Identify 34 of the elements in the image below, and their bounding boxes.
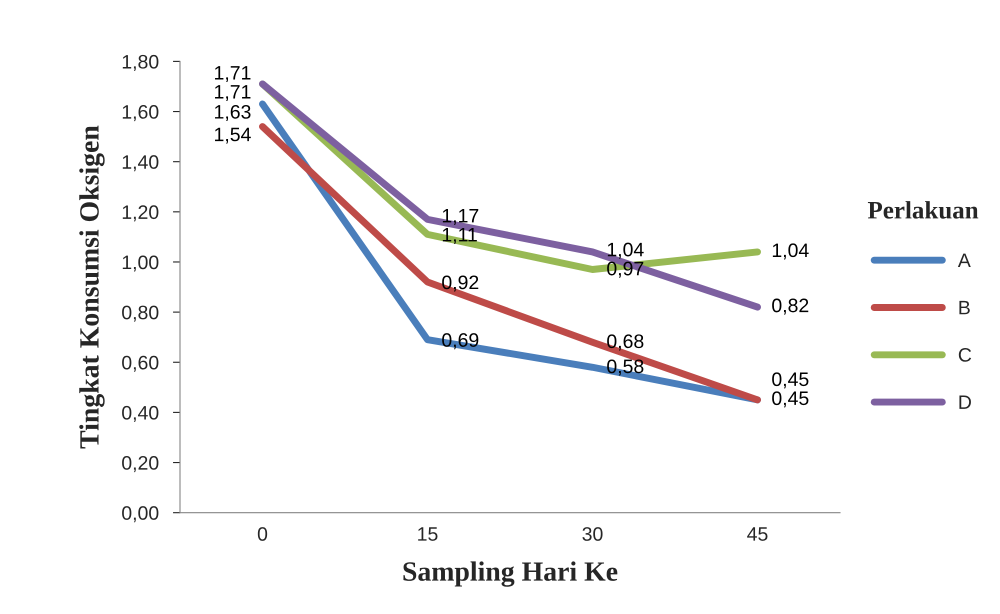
y-tick-label: 0,00 — [122, 506, 158, 522]
data-label: 0,97 — [607, 262, 644, 278]
data-label: 1,54 — [215, 128, 251, 144]
data-label: 0,45 — [772, 372, 808, 388]
x-tick-label: 45 — [747, 527, 768, 541]
legend-label: C — [958, 348, 972, 362]
y-tick-label: 0,80 — [122, 306, 158, 322]
x-tick-label: 30 — [582, 527, 603, 541]
y-tick-label: 0,20 — [122, 456, 158, 472]
data-label: 1,17 — [442, 209, 478, 225]
y-axis-title: Tingkat Konsumsi Oksigen — [79, 126, 105, 448]
data-label: 1,04 — [608, 242, 644, 259]
data-label: 1,71 — [215, 66, 250, 82]
x-tick-label: 15 — [418, 527, 438, 541]
data-label: 0,82 — [772, 298, 808, 315]
data-label: 0,45 — [772, 391, 808, 408]
x-axis-title: Sampling Hari Ke — [403, 561, 618, 587]
x-tick-label: 0 — [258, 527, 268, 541]
legend-label: B — [959, 300, 970, 314]
data-label: 1,63 — [215, 104, 251, 122]
legend-label: D — [959, 396, 971, 409]
y-tick-label: 1,00 — [122, 255, 158, 272]
data-label: 1,71 — [215, 85, 250, 101]
y-tick-label: 1,80 — [122, 54, 158, 71]
data-label: 0,68 — [607, 334, 644, 350]
legend-label: A — [958, 254, 971, 268]
y-tick-label: 0,60 — [122, 356, 158, 372]
data-label: 1,04 — [772, 243, 809, 260]
y-tick-label: 1,60 — [122, 105, 158, 122]
y-tick-label: 1,40 — [122, 155, 158, 172]
data-label: 0,92 — [442, 275, 478, 292]
y-tick-label: 1,20 — [122, 205, 158, 222]
y-tick-label: 0,40 — [122, 406, 158, 422]
legend-title: Perlakuan — [868, 201, 978, 219]
